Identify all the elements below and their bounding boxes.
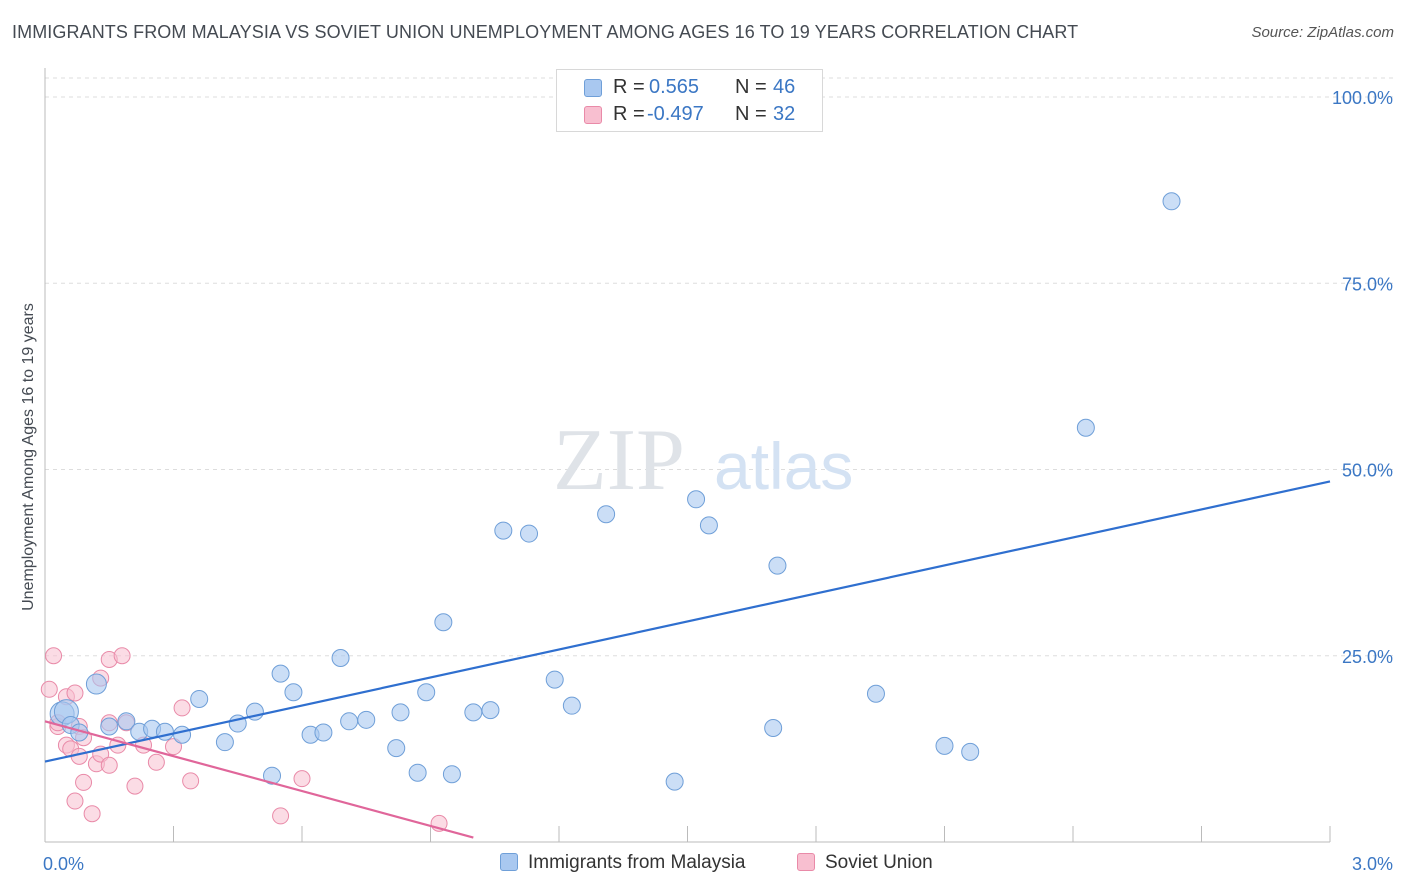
watermark: ZIP atlas xyxy=(553,412,853,509)
legend-r-value: -0.497 xyxy=(647,103,704,125)
y-tick-label: 100.0% xyxy=(1332,88,1393,108)
data-point-soviet-union xyxy=(83,805,101,823)
data-point-malaysia xyxy=(190,689,209,708)
chart-title: IMMIGRANTS FROM MALAYSIA VS SOVIET UNION… xyxy=(12,22,1079,42)
data-point-soviet-union xyxy=(75,773,93,791)
y-tick-label: 50.0% xyxy=(1342,461,1393,481)
data-point-malaysia xyxy=(866,684,885,703)
data-point-malaysia xyxy=(408,763,427,782)
watermark-atlas: atlas xyxy=(714,429,853,503)
data-point-malaysia xyxy=(387,739,406,758)
data-point-soviet-union xyxy=(45,647,63,665)
data-point-malaysia xyxy=(768,556,787,575)
data-point-malaysia xyxy=(215,733,234,752)
legend-swatch-malaysia-bottom xyxy=(500,853,518,871)
data-point-malaysia xyxy=(562,696,581,715)
data-point-malaysia xyxy=(665,772,684,791)
data-point-soviet-union xyxy=(100,756,118,774)
legend-n-value: 32 xyxy=(773,103,796,125)
legend-n-value: 46 xyxy=(773,76,796,98)
data-point-malaysia xyxy=(687,490,706,509)
data-point-soviet-union xyxy=(165,738,182,756)
data-point-malaysia xyxy=(481,701,500,720)
legend-n-label: N = xyxy=(735,103,767,125)
tick-labels: 25.0% 50.0% 75.0% 100.0% 0.0% 3.0% xyxy=(43,88,1393,874)
data-point-soviet-union xyxy=(293,770,311,788)
legend-row-soviet: R = -0.497 N = 32 xyxy=(557,103,822,127)
data-point-malaysia xyxy=(1162,192,1181,211)
axes xyxy=(44,68,1331,843)
legend-item-malaysia: Immigrants from Malaysia xyxy=(500,852,746,874)
data-point-malaysia xyxy=(331,648,350,667)
grid-lines xyxy=(45,77,1395,657)
watermark-zip: ZIP xyxy=(553,412,685,509)
data-point-soviet-union xyxy=(272,807,290,825)
data-point-malaysia xyxy=(961,742,980,761)
data-point-malaysia xyxy=(284,683,303,702)
data-point-malaysia xyxy=(1076,418,1095,437)
data-point-malaysia xyxy=(520,524,539,543)
data-point-malaysia xyxy=(173,725,192,744)
data-point-malaysia xyxy=(434,613,453,632)
data-point-malaysia xyxy=(391,703,410,722)
data-point-malaysia xyxy=(597,505,616,524)
data-point-malaysia xyxy=(417,683,436,702)
data-point-malaysia xyxy=(935,736,954,755)
data-point-soviet-union xyxy=(182,772,200,790)
y-tick-label: 75.0% xyxy=(1342,274,1393,294)
data-point-malaysia xyxy=(464,703,483,722)
legend-swatch-soviet xyxy=(584,106,602,124)
data-point-soviet-union xyxy=(113,647,131,665)
data-point-malaysia xyxy=(442,765,461,784)
y-tick-label: 25.0% xyxy=(1342,647,1393,667)
legend-r-label: R = xyxy=(613,76,645,98)
data-point-malaysia xyxy=(545,670,564,689)
data-point-malaysia xyxy=(494,521,513,540)
legend-swatch-soviet-bottom xyxy=(797,853,815,871)
correlation-legend: R = 0.565 N = 46 R = -0.497 N = 32 xyxy=(556,69,823,132)
data-point-malaysia xyxy=(699,516,718,535)
legend-swatch-malaysia xyxy=(584,79,602,97)
legend-r-label: R = xyxy=(613,103,645,125)
data-point-malaysia xyxy=(100,717,119,736)
legend-label-malaysia: Immigrants from Malaysia xyxy=(528,852,746,873)
legend-item-soviet: Soviet Union xyxy=(797,852,933,874)
data-point-soviet-union xyxy=(40,680,58,698)
data-point-malaysia xyxy=(314,723,333,742)
data-point-malaysia xyxy=(271,664,290,683)
malaysia-points xyxy=(49,192,1181,791)
legend-n-label: N = xyxy=(735,76,767,98)
trend-lines xyxy=(44,480,1331,839)
x-tick-label: 0.0% xyxy=(43,854,84,874)
legend-row-malaysia: R = 0.565 N = 46 xyxy=(557,76,822,100)
data-point-malaysia xyxy=(357,710,376,729)
x-tick-label: 3.0% xyxy=(1352,854,1393,874)
trend-line-malaysia xyxy=(44,480,1331,763)
data-point-soviet-union xyxy=(147,753,165,771)
data-point-soviet-union xyxy=(126,777,144,795)
data-point-malaysia xyxy=(340,712,359,731)
data-point-malaysia xyxy=(85,673,107,695)
legend-label-soviet: Soviet Union xyxy=(825,852,933,873)
trend-line-soviet-union xyxy=(44,720,474,839)
data-point-soviet-union xyxy=(173,699,191,717)
legend-r-value: 0.565 xyxy=(649,76,700,98)
chart-source: Source: ZipAtlas.com xyxy=(1251,24,1394,41)
data-point-malaysia xyxy=(117,712,136,731)
data-point-malaysia xyxy=(263,766,282,785)
data-point-malaysia xyxy=(764,719,783,738)
data-point-soviet-union xyxy=(66,684,84,702)
data-point-soviet-union xyxy=(66,792,84,810)
